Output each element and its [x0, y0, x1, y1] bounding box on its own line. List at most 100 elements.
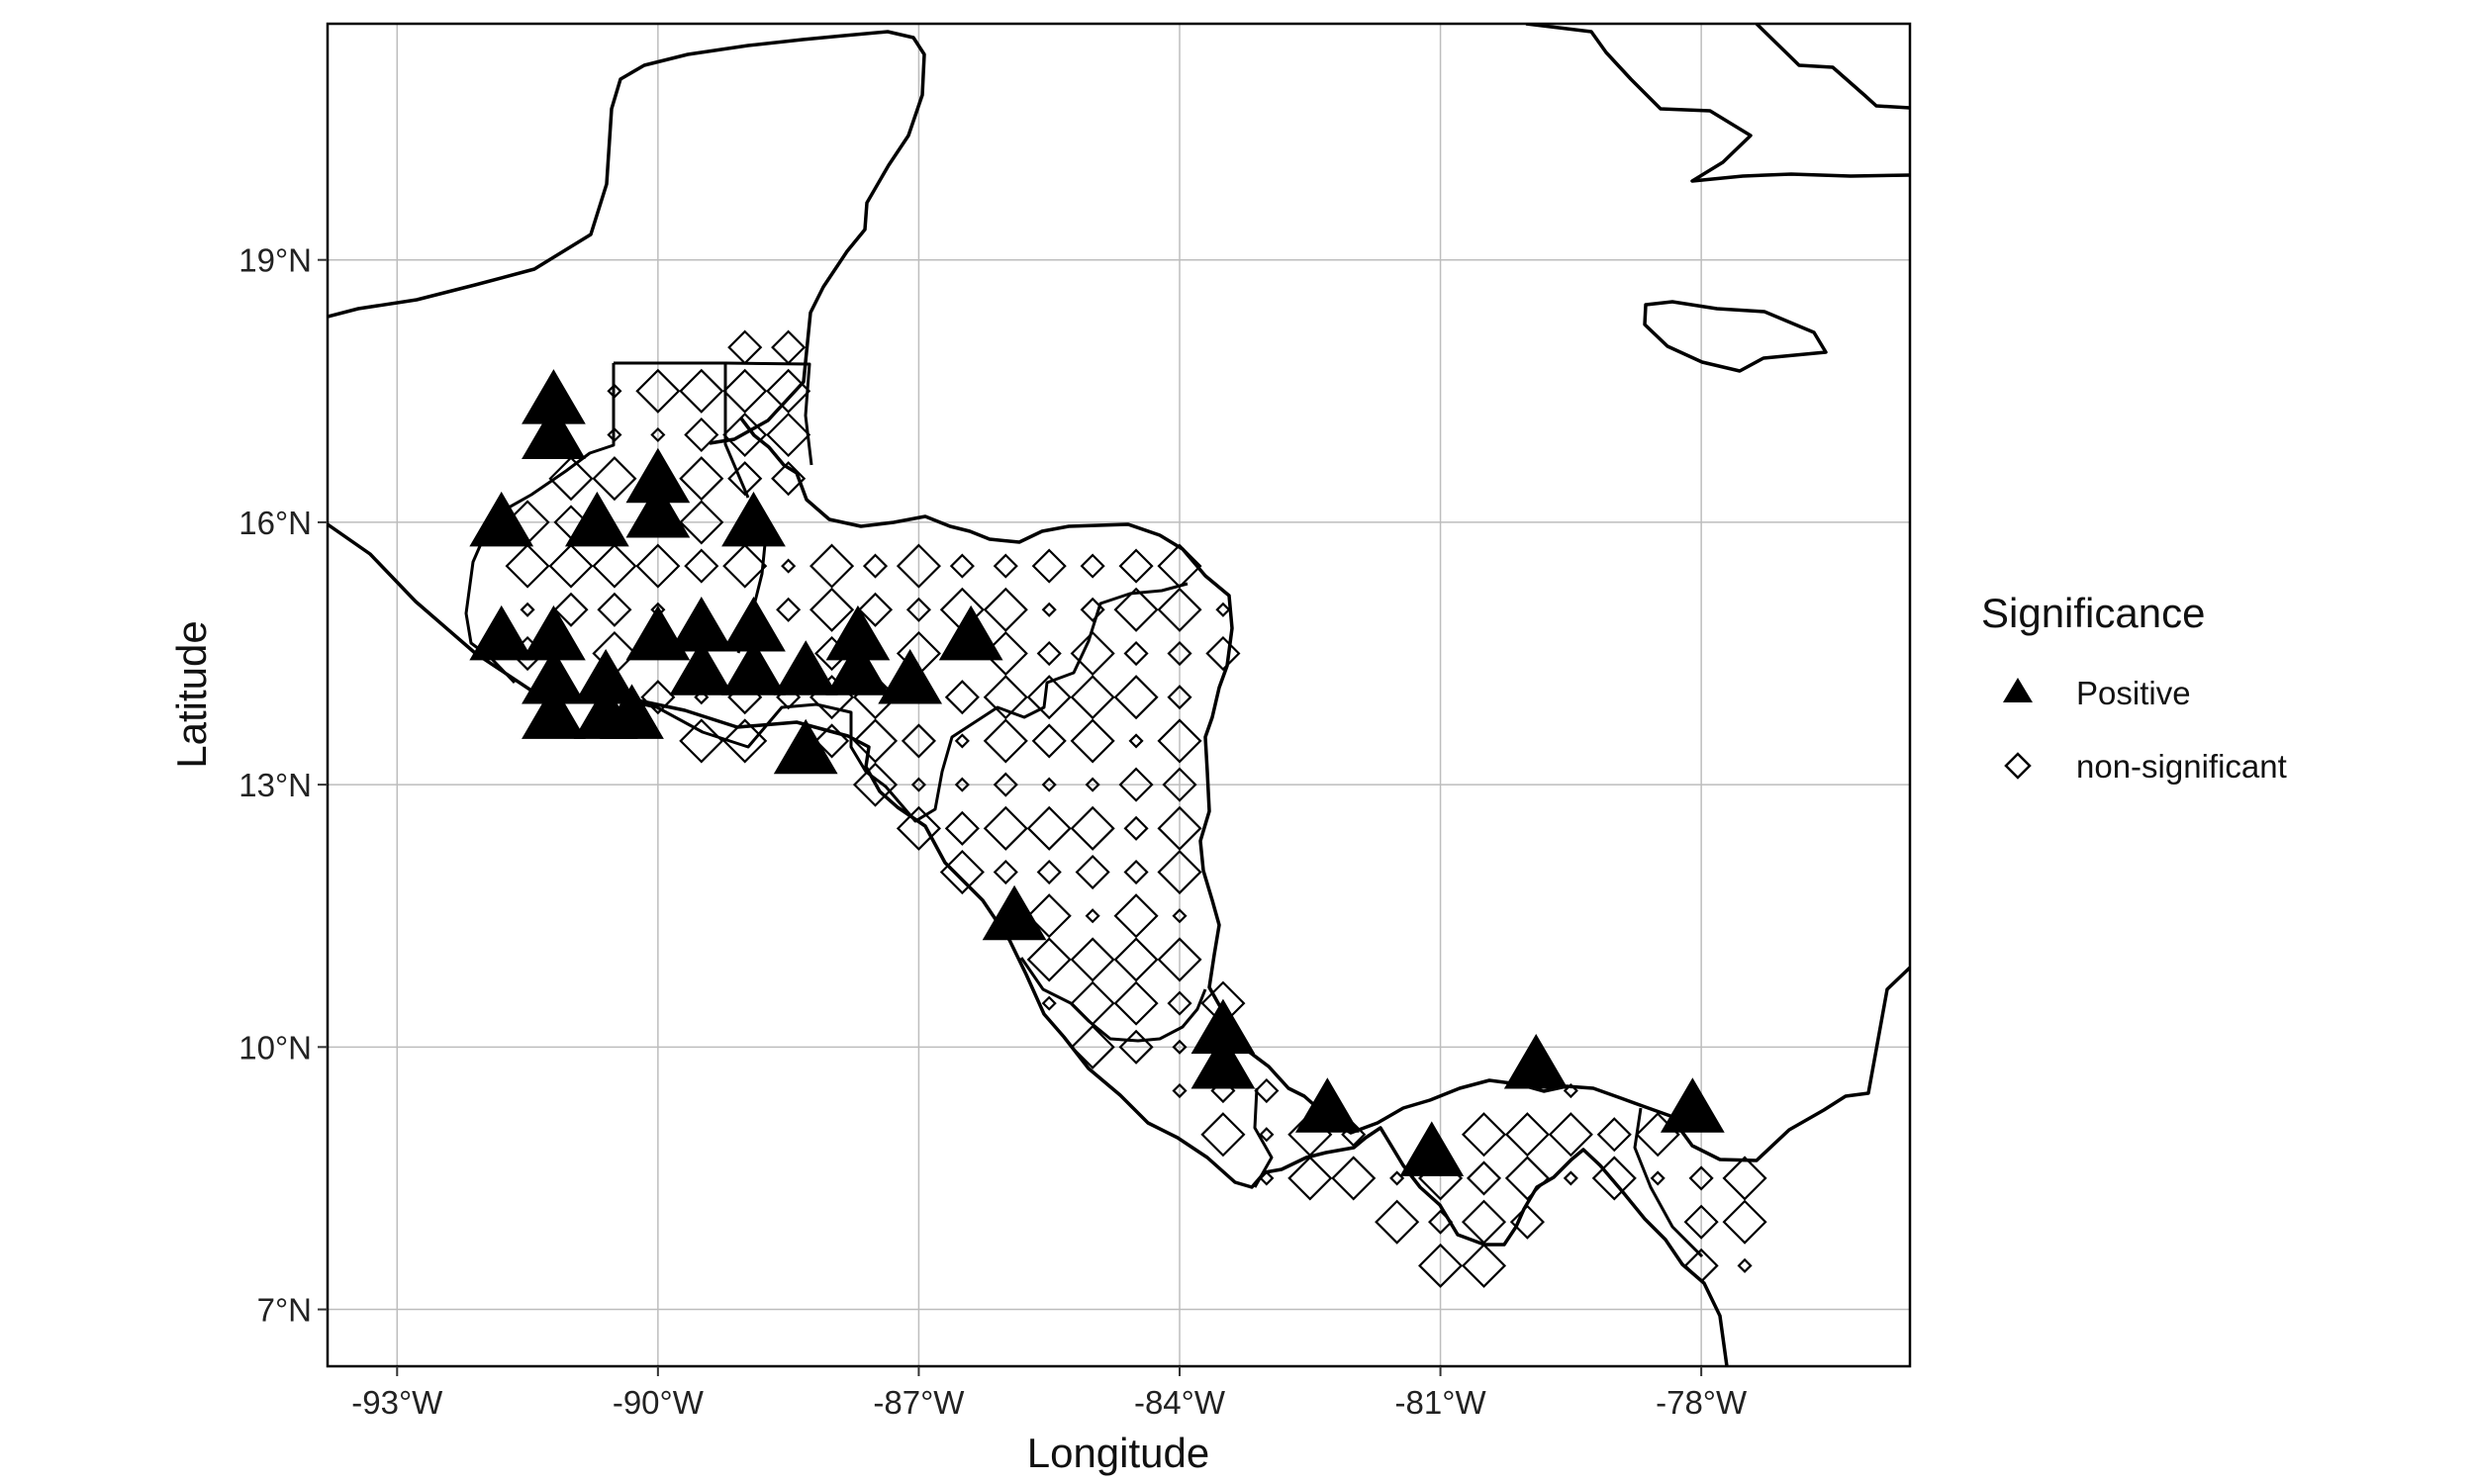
non-significant-diamond: [857, 592, 894, 627]
non-significant-diamond: [1128, 733, 1144, 749]
non-significant-diamond: [1113, 980, 1159, 1026]
non-significant-diamond: [679, 456, 724, 502]
non-significant-diamond: [1041, 777, 1057, 792]
non-significant-diamond: [650, 426, 666, 443]
non-significant-diamond: [1031, 723, 1067, 759]
non-significant-diamond: [776, 597, 802, 622]
non-significant-diamond: [1254, 1077, 1280, 1104]
x-axis-ticks: -93°W -90°W -87°W -84°W -81°W -78°W: [351, 1366, 1748, 1421]
x-tick-label: -78°W: [1656, 1384, 1748, 1421]
non-significant-diamond: [1080, 597, 1105, 622]
non-significant-diamond: [1287, 1156, 1333, 1201]
non-significant-diamond: [1070, 937, 1115, 982]
non-significant-diamond: [548, 456, 594, 502]
non-significant-diamond: [505, 543, 550, 589]
non-significant-diamond: [1167, 685, 1192, 710]
non-significant-diamond: [1123, 640, 1149, 667]
non-significant-diamond: [809, 543, 855, 589]
legend-non-significant-diamond-icon: [2004, 752, 2032, 780]
non-significant-diamond: [954, 777, 970, 792]
non-significant-diamond: [1118, 767, 1154, 802]
non-significant-diamond: [722, 718, 768, 764]
non-significant-diamond: [1070, 630, 1115, 677]
y-axis-ticks: 7°N 10°N 13°N 16°N 19°N: [238, 242, 328, 1329]
non-significant-diamond: [1418, 1243, 1464, 1288]
non-significant-diamond: [640, 680, 676, 715]
non-significant-diamond: [944, 680, 980, 715]
non-significant-diamond: [1075, 854, 1110, 890]
non-significant-diamond: [983, 587, 1028, 632]
positive-triangle: [625, 483, 691, 538]
non-significant-diamond: [993, 772, 1018, 797]
non-significant-diamond: [1200, 1112, 1246, 1158]
non-significant-diamond: [1070, 718, 1115, 764]
non-significant-diamond: [1389, 1170, 1405, 1186]
non-significant-diamond: [1157, 849, 1202, 895]
non-significant-diamond: [1070, 980, 1115, 1026]
non-significant-diamond: [1563, 1082, 1578, 1099]
non-significant-diamond: [1205, 635, 1241, 672]
x-tick-label: -81°W: [1395, 1384, 1487, 1421]
positive-triangle: [773, 718, 838, 775]
jamaica-coastline: [1643, 300, 1828, 373]
y-tick-label: 13°N: [238, 767, 312, 803]
non-significant-diamond: [635, 543, 681, 589]
non-significant-diamond: [597, 592, 632, 627]
non-significant-diamond: [1036, 640, 1062, 667]
positive-triangle: [938, 604, 1003, 661]
non-significant-diamond: [1259, 1170, 1275, 1186]
non-significant-diamond: [1504, 1156, 1550, 1201]
y-axis-title: Latitude: [168, 620, 215, 768]
non-significant-diamond: [983, 675, 1028, 720]
non-significant-diamond: [1737, 1257, 1753, 1273]
non-significant-diamond: [1162, 767, 1197, 802]
non-significant-diamond: [944, 810, 980, 846]
non-significant-diamond: [1650, 1170, 1665, 1186]
non-significant-diamond: [1157, 587, 1202, 632]
legend-label-non-significant: non-significant: [2076, 748, 2287, 785]
non-significant-diamond: [1167, 640, 1192, 667]
non-significant-diamond: [1172, 908, 1188, 924]
legend: Significance Positive non-significant: [1981, 590, 2287, 785]
non-significant-diamond: [1688, 1165, 1714, 1191]
non-significant-diamond: [771, 329, 807, 365]
non-significant-diamond: [1113, 587, 1159, 632]
non-significant-diamond: [1026, 937, 1072, 982]
non-significant-diamond: [910, 777, 926, 792]
non-significant-diamond: [679, 718, 724, 764]
non-significant-diamond: [592, 456, 637, 502]
non-significant-diamond: [1157, 937, 1202, 982]
x-tick-label: -90°W: [613, 1384, 705, 1421]
non-significant-diamond: [766, 412, 811, 458]
positive-triangle: [1399, 1121, 1465, 1176]
x-tick-label: -84°W: [1134, 1384, 1226, 1421]
cuba-east-coastline: [1755, 24, 1910, 110]
positive-triangle: [600, 684, 664, 739]
non-significant-diamond: [1461, 1199, 1507, 1245]
non-significant-diamond: [1683, 1248, 1719, 1283]
non-significant-diamond: [684, 548, 719, 584]
non-significant-diamond: [896, 543, 941, 589]
non-significant-diamond: [862, 553, 889, 579]
non-significant-diamond: [1085, 908, 1100, 924]
positive-triangle: [564, 491, 629, 547]
non-significant-diamond: [548, 543, 594, 589]
plot-panel-border: [326, 22, 1912, 1368]
y-tick-label: 10°N: [238, 1029, 312, 1066]
positive-triangle: [721, 491, 786, 547]
positive-triangle: [982, 884, 1047, 941]
non-significant-diamond: [1504, 1112, 1550, 1158]
non-significant-diamond: [852, 762, 899, 807]
non-significant-diamond: [1722, 1199, 1767, 1245]
y-tick-label: 19°N: [238, 242, 312, 279]
non-significant-diamond: [905, 597, 931, 622]
costarica-panama-border: [1253, 1087, 1274, 1188]
x-tick-label: -87°W: [873, 1384, 965, 1421]
positive-triangle: [669, 640, 734, 696]
nicaragua-costarica-border: [1019, 957, 1207, 1043]
non-significant-diamond: [954, 733, 970, 749]
non-significant-diamond: [939, 849, 985, 895]
non-significant-diamond: [684, 417, 719, 453]
non-significant-diamond: [1113, 937, 1159, 982]
